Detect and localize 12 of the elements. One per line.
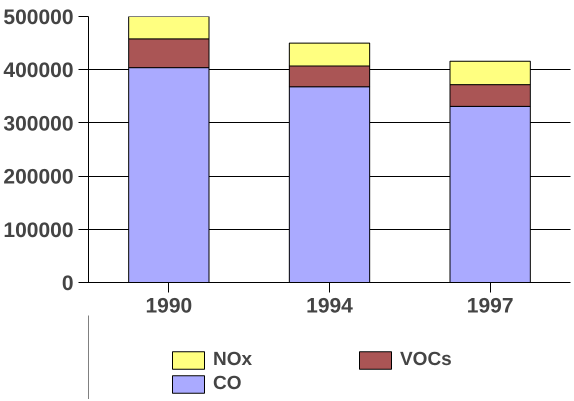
legend-label: CO [213, 373, 242, 395]
y-tick-label: 400000 [3, 59, 74, 82]
y-tick-label: 0 [62, 272, 74, 295]
y-tick-label: 300000 [3, 112, 74, 136]
y-tick-label: 100000 [3, 218, 74, 242]
y-tick-label: 200000 [3, 166, 74, 189]
x-tick-label: 1994 [306, 294, 354, 318]
x-tick-label: 1990 [145, 294, 192, 318]
legend-label: VOCs [400, 349, 453, 371]
x-tick-label: 1997 [466, 294, 514, 318]
y-tick-label: 500000 [3, 6, 74, 29]
legend-label: NOx [213, 349, 254, 371]
